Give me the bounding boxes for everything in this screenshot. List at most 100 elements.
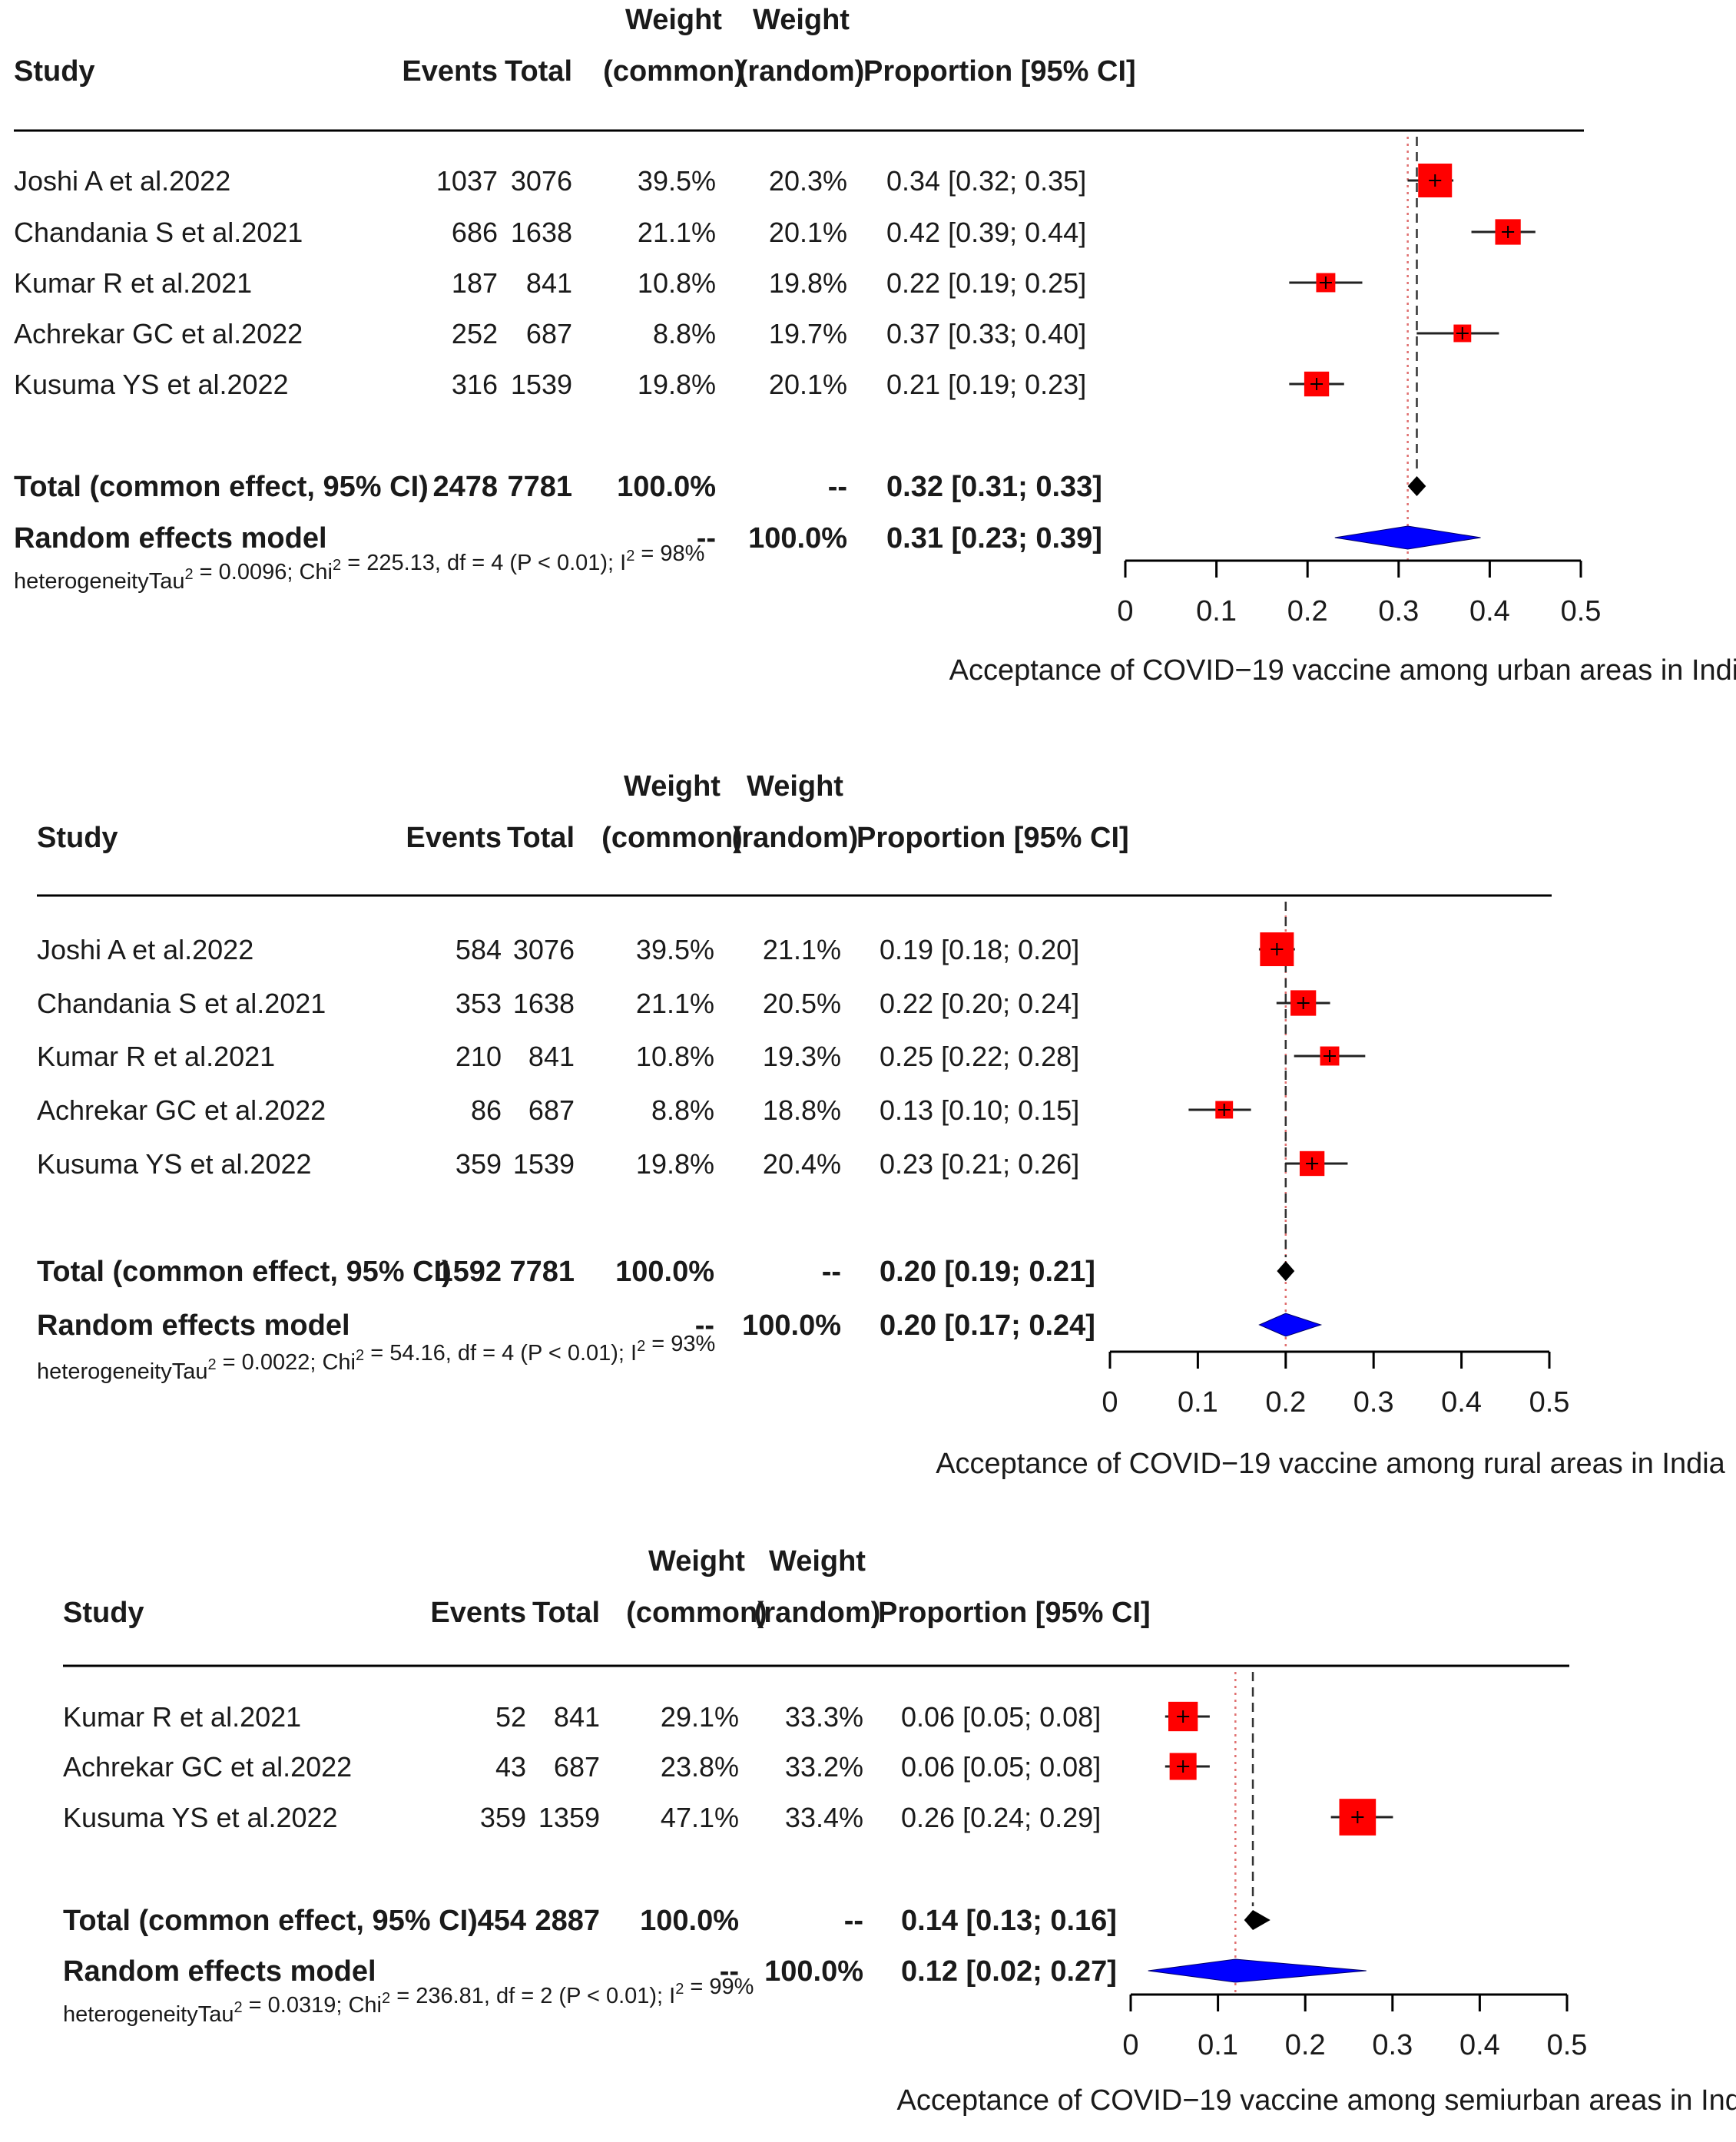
heterogeneity-stats: heterogeneityTau2 = 0.0096; Chi2 = 225.1…	[14, 541, 704, 594]
study-name: Joshi A et al.2022	[37, 934, 253, 965]
study-proportion-ci: 0.22 [0.19; 0.25]	[886, 267, 1086, 299]
superscript-2: 2	[637, 1338, 645, 1355]
superscript-2: 2	[675, 1981, 684, 1998]
study-proportion-ci: 0.06 [0.05; 0.08]	[901, 1701, 1101, 1733]
superscript-2: 2	[333, 557, 341, 574]
study-total: 841	[554, 1701, 600, 1733]
study-total: 1359	[538, 1802, 600, 1833]
study-name: Achrekar GC et al.2022	[37, 1094, 326, 1126]
study-proportion-ci: 0.23 [0.21; 0.26]	[880, 1148, 1079, 1180]
study-total: 3076	[513, 934, 575, 965]
study-proportion-ci: 0.13 [0.10; 0.15]	[880, 1094, 1079, 1126]
study-name: Chandania S et al.2021	[37, 988, 326, 1019]
x-axis-tick-label: 0.5	[1529, 1386, 1570, 1419]
study-total: 1539	[511, 369, 572, 400]
study-proportion-ci: 0.34 [0.32; 0.35]	[886, 165, 1086, 197]
study-total: 1539	[513, 1148, 575, 1180]
heterogeneity-part: heterogeneityTau	[63, 2002, 234, 2027]
x-axis-title: Acceptance of COVID−19 vaccine among rur…	[936, 1448, 1725, 1480]
random-effect-proportion-ci: 0.12 [0.02; 0.27]	[901, 1955, 1117, 1988]
heterogeneity-part: = 93%	[645, 1332, 715, 1356]
header-study: Study	[14, 55, 95, 88]
study-total: 687	[526, 318, 572, 349]
random-effect-diamond	[1334, 525, 1481, 550]
heterogeneity-part: heterogeneityTau	[37, 1359, 208, 1384]
random-effect-diamond	[1258, 1313, 1323, 1337]
study-weight-random: 19.3%	[763, 1041, 841, 1072]
header-common: (common)	[601, 822, 743, 854]
x-axis-tick-label: 0.1	[1178, 1386, 1218, 1419]
header-proportion: Proportion [95% CI]	[856, 822, 1129, 854]
random-effect-weight-common: --	[697, 522, 716, 555]
common-effect-diamond	[1244, 1910, 1271, 1930]
heterogeneity-part: = 98%	[634, 541, 704, 566]
study-weight-random: 21.1%	[763, 934, 841, 965]
header-weight-common: Weight	[624, 770, 721, 803]
study-total: 3076	[511, 165, 572, 197]
header-total: Total	[505, 55, 572, 88]
header-study: Study	[37, 822, 118, 854]
x-axis-tick-label: 0.1	[1196, 595, 1237, 627]
study-name: Kumar R et al.2021	[14, 267, 252, 299]
study-events: 187	[452, 267, 498, 299]
study-proportion-ci: 0.25 [0.22; 0.28]	[880, 1041, 1079, 1072]
x-axis-tick-label: 0.2	[1285, 2029, 1326, 2061]
study-total: 841	[528, 1041, 575, 1072]
study-proportion-ci: 0.26 [0.24; 0.29]	[901, 1802, 1101, 1833]
header-study: Study	[63, 1597, 144, 1629]
study-name: Chandania S et al.2021	[14, 217, 303, 248]
study-weight-random: 20.3%	[769, 165, 847, 197]
study-proportion-ci: 0.19 [0.18; 0.20]	[880, 934, 1079, 965]
study-weight-common: 10.8%	[638, 267, 716, 299]
study-proportion-ci: 0.21 [0.19; 0.23]	[886, 369, 1086, 400]
header-random: (random)	[732, 822, 859, 854]
header-events: Events	[430, 1597, 526, 1629]
header-weight-common: Weight	[648, 1545, 745, 1578]
header-total: Total	[532, 1597, 600, 1629]
study-weight-random: 33.3%	[785, 1701, 863, 1733]
x-axis-tick-label: 0.3	[1378, 595, 1419, 627]
study-weight-random: 20.1%	[769, 217, 847, 248]
heterogeneity-part: = 99%	[684, 1975, 754, 1999]
header-weight-random: Weight	[753, 4, 850, 36]
common-effect-proportion-ci: 0.32 [0.31; 0.33]	[886, 471, 1102, 503]
study-events: 1037	[436, 165, 498, 197]
header-random: (random)	[754, 1597, 881, 1629]
study-weight-random: 20.4%	[763, 1148, 841, 1180]
random-effect-weight-random: 100.0%	[748, 522, 847, 555]
study-proportion-ci: 0.42 [0.39; 0.44]	[886, 217, 1086, 248]
common-effect-events: 2478	[432, 471, 498, 503]
common-effect-weight-random: --	[844, 1905, 863, 1937]
study-proportion-ci: 0.06 [0.05; 0.08]	[901, 1751, 1101, 1783]
common-effect-diamond	[1407, 476, 1426, 496]
study-name: Kusuma YS et al.2022	[37, 1148, 312, 1180]
random-effect-label: Random effects model	[14, 522, 327, 555]
study-events: 584	[456, 934, 502, 965]
x-axis-tick-label: 0	[1117, 595, 1133, 627]
study-name: Kusuma YS et al.2022	[63, 1802, 338, 1833]
study-total: 687	[528, 1094, 575, 1126]
header-common: (common)	[603, 55, 744, 88]
study-weight-common: 21.1%	[636, 988, 714, 1019]
study-events: 359	[480, 1802, 526, 1833]
x-axis-tick-label: 0.5	[1547, 2029, 1588, 2061]
study-weight-common: 21.1%	[638, 217, 716, 248]
heterogeneity-part: heterogeneityTau	[14, 569, 185, 594]
x-axis-tick-label: 0.3	[1372, 2029, 1413, 2061]
header-events: Events	[402, 55, 498, 88]
header-weight-random: Weight	[747, 770, 843, 803]
x-axis-tick-label: 0	[1122, 2029, 1138, 2061]
common-effect-weight-common: 100.0%	[640, 1905, 739, 1937]
study-events: 52	[495, 1701, 526, 1733]
superscript-2: 2	[626, 548, 634, 564]
study-events: 252	[452, 318, 498, 349]
header-weight-common: Weight	[625, 4, 722, 36]
study-events: 43	[495, 1751, 526, 1783]
study-events: 686	[452, 217, 498, 248]
random-effect-weight-random: 100.0%	[742, 1309, 841, 1342]
study-events: 316	[452, 369, 498, 400]
study-name: Kusuma YS et al.2022	[14, 369, 289, 400]
study-total: 841	[526, 267, 572, 299]
random-effect-weight-random: 100.0%	[764, 1955, 863, 1988]
x-axis-tick-label: 0	[1102, 1386, 1118, 1419]
